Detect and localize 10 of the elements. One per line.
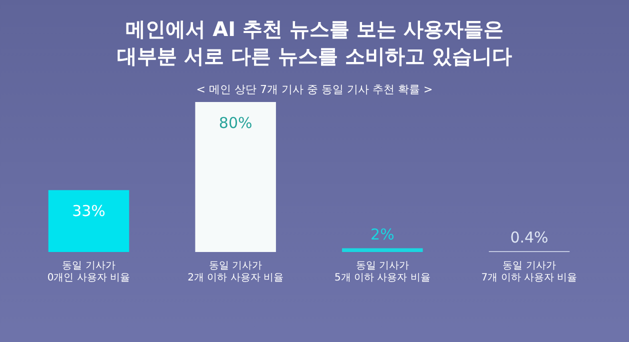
x-tick-label: 동일 기사가 7개 이하 사용자 비율 [481, 260, 578, 284]
data-label: 2% [370, 225, 394, 244]
data-label: 0.4% [510, 228, 548, 246]
x-tick-label: 동일 기사가 0개인 사용자 비율 [47, 260, 130, 284]
data-label: 80% [218, 114, 252, 132]
chart-title: 메인에서 AI 추천 뉴스를 보는 사용자들은 대부분 서로 다른 뉴스를 소비하고 있습니다 [116, 16, 513, 70]
chart-subtitle: < 메인 상단 7개 기사 중 동일 기사 추천 확률 > [195, 82, 434, 97]
data-label: 33% [72, 202, 106, 220]
x-tick-label: 동일 기사가 5개 이하 사용자 비율 [334, 260, 430, 284]
x-tick-label: 동일 기사가 2개 이하 사용자 비율 [188, 260, 284, 284]
